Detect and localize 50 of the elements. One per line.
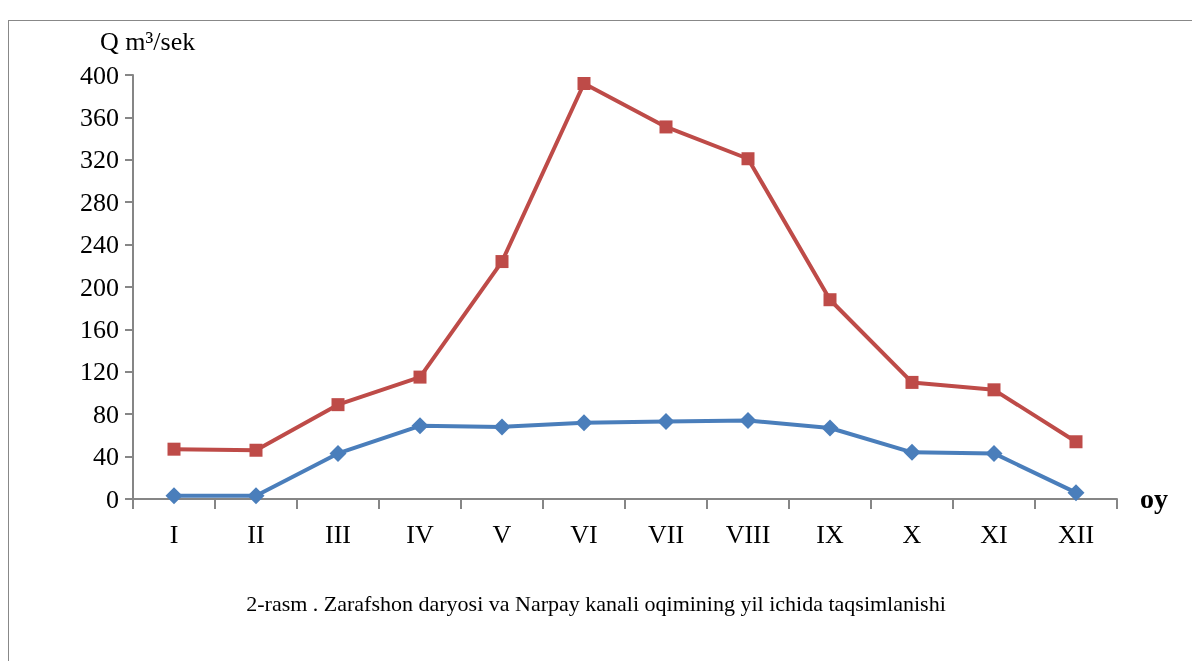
x-tick-label: I: [169, 519, 179, 549]
y-tick-label: 40: [93, 442, 119, 472]
point: [1067, 484, 1085, 502]
x-tick-label: III: [325, 519, 351, 549]
point: [167, 442, 181, 456]
point: [1069, 435, 1083, 449]
y-axis-title: Q m³/sek: [100, 26, 196, 56]
y-tick-label: 0: [106, 484, 119, 514]
y-tick-label: 320: [80, 145, 119, 175]
x-tick-label: XI: [980, 519, 1008, 549]
point: [247, 487, 265, 505]
y-tick-label: 200: [80, 272, 119, 302]
point: [985, 444, 1003, 462]
y-tick-label: 280: [80, 187, 119, 217]
y-tick-label: 120: [80, 357, 119, 387]
point: [165, 487, 183, 505]
point: [739, 412, 757, 430]
point: [577, 76, 591, 90]
x-tick-label: XII: [1057, 519, 1095, 549]
point: [493, 418, 511, 436]
y-tick-label: 360: [80, 102, 119, 132]
x-tick-label: IV: [406, 519, 434, 549]
point: [821, 419, 839, 437]
y-tick-label: 160: [80, 314, 119, 344]
point: [905, 375, 919, 389]
x-tick-label: IX: [816, 519, 844, 549]
point: [657, 413, 675, 431]
y-tick-label: 80: [93, 399, 119, 429]
x-axis-title: oy: [1140, 482, 1168, 514]
point: [329, 444, 347, 462]
point: [987, 383, 1001, 397]
text: 2-rasm . Zarafshon daryosi va Narpay kanali oqimining yil ichida taqsimlanishi: [246, 590, 946, 616]
x-tick-label: X: [902, 519, 922, 549]
x-tick-label: VI: [570, 519, 598, 549]
point: [331, 398, 345, 412]
point: [249, 443, 263, 457]
point: [413, 370, 427, 384]
x-tick-label: V: [492, 519, 512, 549]
x-tick-label: II: [247, 519, 265, 549]
y-tick-label: 240: [80, 230, 119, 260]
point: [659, 120, 673, 134]
point: [495, 255, 509, 269]
point: [823, 293, 837, 307]
x-tick-label: VIII: [725, 519, 771, 549]
point: [575, 414, 593, 432]
point: [903, 443, 921, 461]
y-tick-label: 400: [80, 60, 119, 90]
x-tick-label: VII: [647, 519, 685, 549]
point: [741, 152, 755, 166]
point: [411, 417, 429, 435]
